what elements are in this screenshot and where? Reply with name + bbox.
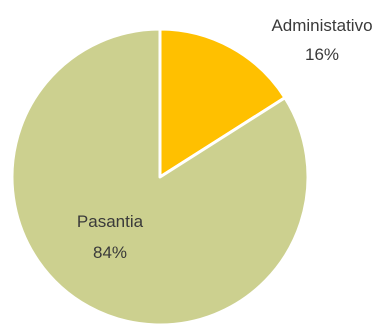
pie-labels: Administativo 16% Pasantia 84% [77, 16, 373, 262]
pie-slice-pasantia [10, 27, 310, 324]
slice-value-administativo: 16% [305, 45, 339, 64]
slice-label-administativo: Administativo [271, 16, 372, 35]
slice-label-pasantia: Pasantia [77, 212, 144, 231]
slice-value-pasantia: 84% [93, 243, 127, 262]
pie-slices [10, 27, 310, 324]
pie-slice-administativo [158, 27, 287, 179]
